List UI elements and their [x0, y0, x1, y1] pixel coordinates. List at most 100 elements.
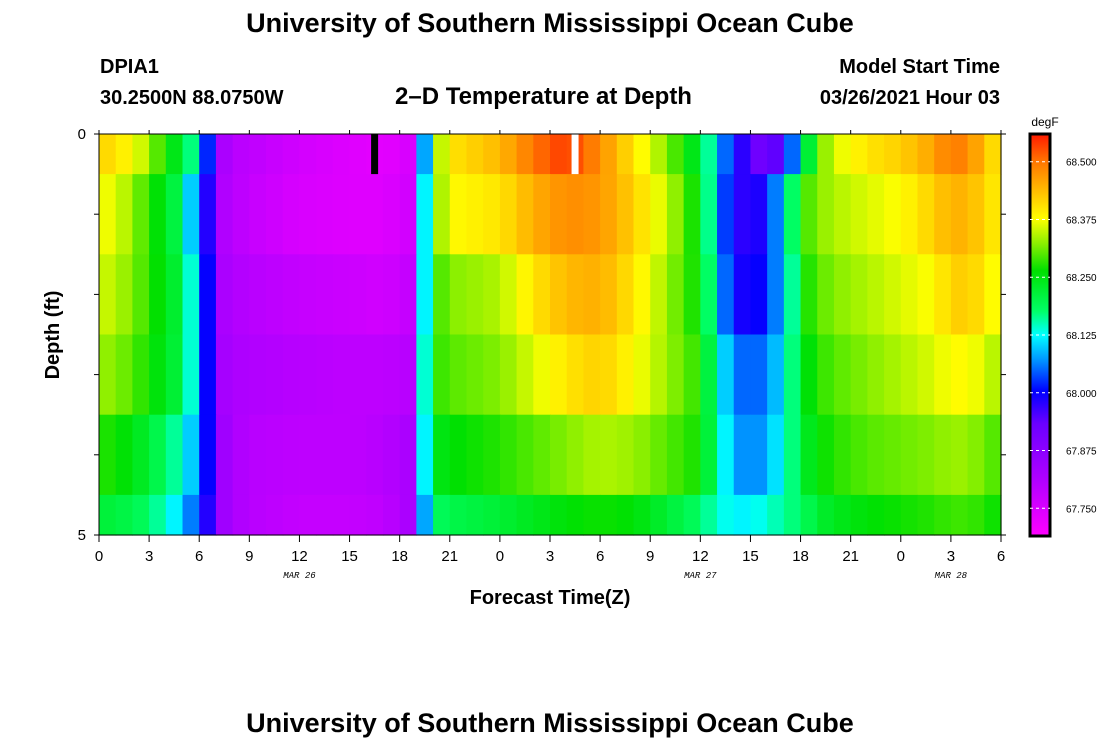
heatmap-cell	[900, 494, 919, 536]
heatmap-cell	[783, 134, 802, 175]
heatmap-cell	[533, 494, 551, 536]
heatmap-cell	[199, 254, 217, 336]
colorbar-ticks: 68.500 68.375 68.250 68.125 68.000 67.875 67.7…	[1030, 158, 1097, 515]
heatmap-cell	[366, 174, 384, 255]
x-tick-label: 18	[792, 548, 809, 565]
heatmap-cell	[266, 414, 284, 496]
heatmap-cell	[616, 174, 635, 255]
heatmap-cell	[433, 414, 451, 496]
heatmap-cell	[266, 174, 284, 255]
heatmap-cell	[182, 134, 200, 175]
heatmap-cell	[199, 494, 217, 536]
heatmap-cell	[483, 254, 501, 336]
heatmap-cell	[616, 414, 635, 496]
heatmap-cell	[833, 414, 852, 496]
heatmap-cell	[299, 174, 317, 255]
heatmap-cell	[299, 134, 317, 175]
colorbar-tick-label: 67.750	[1066, 504, 1097, 515]
heatmap-cell	[215, 494, 234, 536]
heatmap-cell	[282, 494, 301, 536]
heatmap-cell	[416, 254, 434, 336]
x-tick-label: 6	[195, 548, 203, 565]
heatmap-cell	[416, 414, 434, 496]
heatmap-cell	[650, 334, 668, 416]
heatmap-cell	[499, 254, 518, 336]
date-label: MAR 28	[935, 571, 968, 581]
heatmap-cell	[483, 134, 501, 175]
heatmap-cell	[366, 414, 384, 496]
heatmap-cell	[783, 414, 802, 496]
heatmap-cell	[717, 414, 735, 496]
heatmap-cell	[683, 494, 701, 536]
heatmap-cell	[433, 334, 451, 416]
heatmap-cell	[182, 254, 200, 336]
heatmap-cell	[850, 174, 868, 255]
x-tick-label: 0	[496, 548, 504, 565]
heatmap-cell	[550, 334, 568, 416]
x-tick-label: 15	[341, 548, 358, 565]
heatmap-cell	[750, 174, 768, 255]
heatmap-cell	[466, 174, 484, 255]
heatmap-cell	[666, 254, 685, 336]
colorbar-tick-label: 67.875	[1066, 447, 1097, 458]
heatmap-cell	[566, 414, 584, 496]
x-tick-label: 15	[742, 548, 759, 565]
heatmap-cell	[717, 494, 735, 536]
heatmap-cell	[884, 174, 902, 255]
heatmap-cell	[700, 494, 718, 536]
heatmap-cell	[867, 494, 885, 536]
heatmap-cell	[115, 254, 133, 336]
heatmap-cell	[616, 254, 635, 336]
heatmap-cell	[332, 334, 351, 416]
x-tick-label: 21	[441, 548, 458, 565]
heatmap-cell	[99, 414, 117, 496]
model-start-value: 03/26/2021 Hour 03	[819, 87, 1000, 109]
heatmap-cell	[950, 494, 969, 536]
heatmap-cell	[884, 254, 902, 336]
heatmap-cell	[433, 174, 451, 255]
heatmap-cell	[533, 254, 551, 336]
heatmap-cell	[566, 174, 584, 255]
heatmap-cell	[550, 254, 568, 336]
heatmap-cell	[165, 334, 184, 416]
x-tick-label: 6	[997, 548, 1005, 565]
heatmap-cell	[767, 414, 785, 496]
heatmap-cell	[817, 254, 835, 336]
heatmap-cell	[282, 334, 301, 416]
heatmap-cell	[232, 334, 250, 416]
heatmap-cell	[800, 334, 818, 416]
heatmap-cell	[99, 174, 117, 255]
heatmap-cell	[399, 414, 417, 496]
heatmap-cell	[382, 254, 401, 336]
heatmap-cell	[499, 174, 518, 255]
heatmap-cell	[115, 134, 133, 175]
time-marker	[371, 134, 379, 175]
heatmap-cell	[165, 254, 184, 336]
heatmap-cell	[650, 134, 668, 175]
heatmap-cell	[850, 494, 868, 536]
heatmap-cell	[516, 414, 534, 496]
y-axis: 05	[78, 126, 1006, 544]
x-tick-label: 3	[145, 548, 153, 565]
heatmap-cell	[984, 494, 1002, 536]
heatmap-cell	[249, 134, 267, 175]
heatmap-cell	[466, 494, 484, 536]
heatmap-cell	[700, 174, 718, 255]
heatmap-cell	[215, 134, 234, 175]
heatmap-cell	[299, 254, 317, 336]
heatmap-cell	[299, 494, 317, 536]
heatmap-cell	[266, 254, 284, 336]
heatmap-cell	[349, 334, 367, 416]
heatmap-cell	[249, 254, 267, 336]
heatmap-cell	[349, 494, 367, 536]
x-tick-label: 18	[391, 548, 408, 565]
heatmap-cell	[316, 134, 334, 175]
heatmap-cell	[600, 254, 618, 336]
heatmap-cell	[566, 494, 584, 536]
heatmap-cell	[215, 334, 234, 416]
heatmap-cell	[967, 134, 985, 175]
heatmap-cell	[550, 414, 568, 496]
heatmap-cell	[850, 134, 868, 175]
heatmap-cell	[650, 414, 668, 496]
